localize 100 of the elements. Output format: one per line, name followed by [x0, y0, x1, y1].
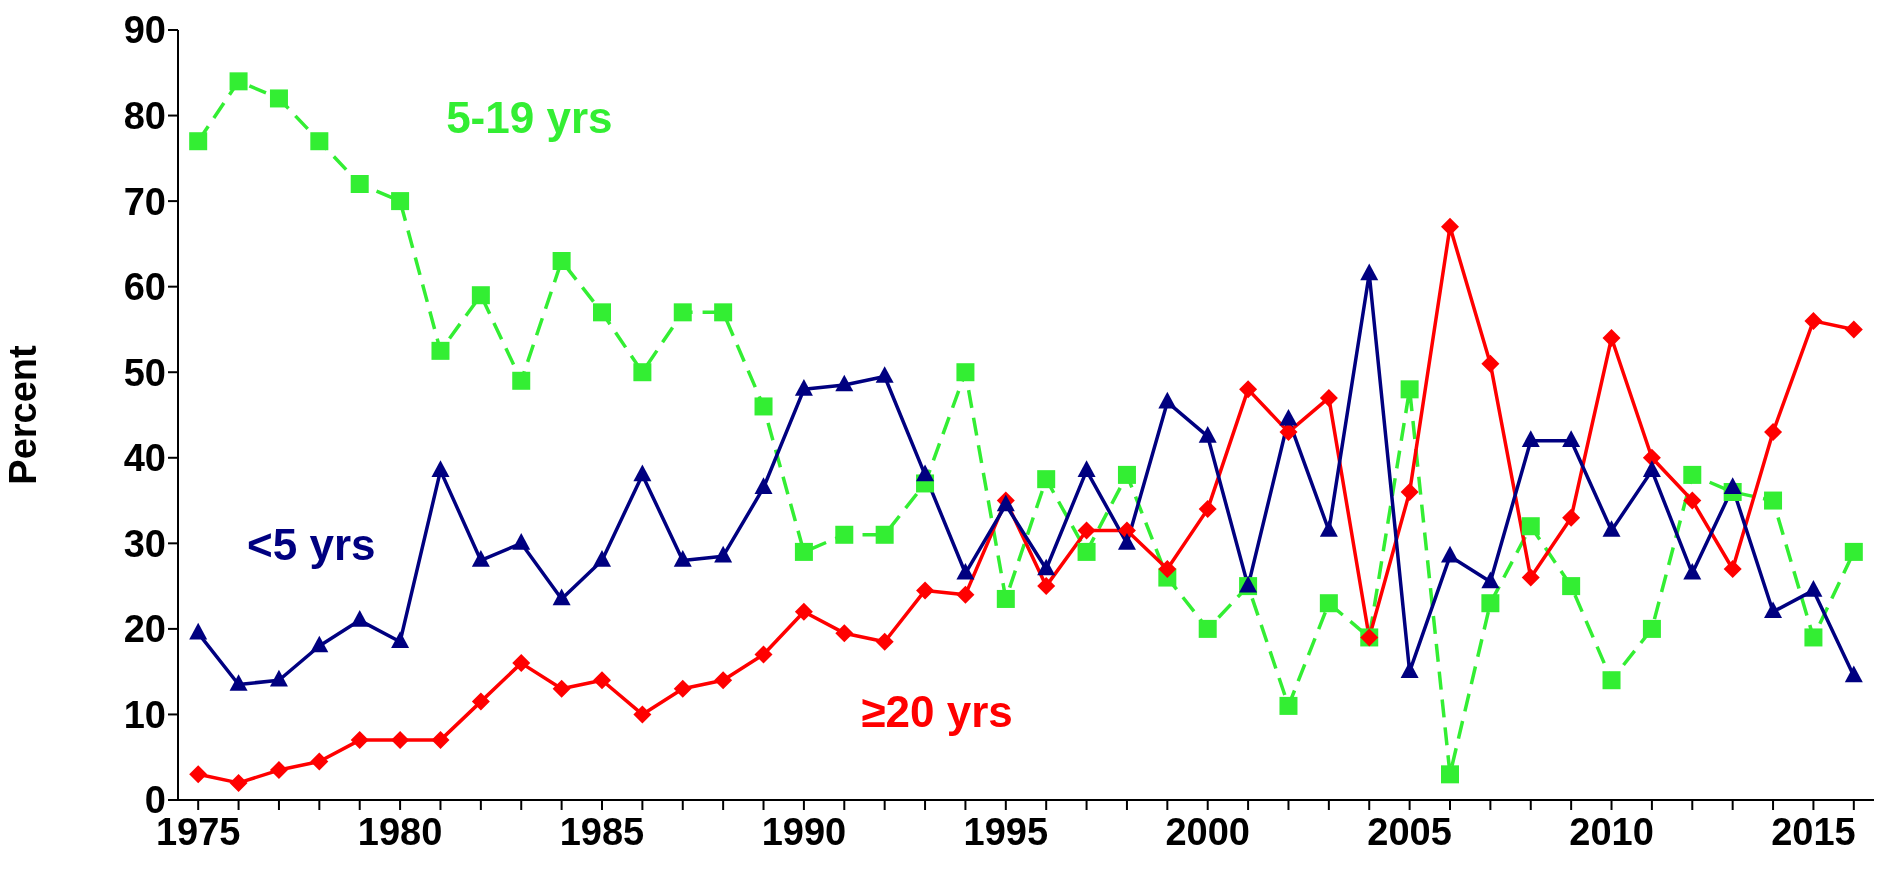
point [1037, 558, 1056, 576]
point [875, 632, 894, 651]
x-tick-label: 1980 [357, 810, 443, 853]
point [512, 654, 531, 673]
point [1683, 491, 1702, 510]
x-tick-label: 1990 [761, 810, 847, 853]
x-tick-label: 1995 [963, 810, 1049, 853]
point [269, 761, 288, 780]
point [229, 773, 248, 792]
point [189, 132, 208, 151]
point [754, 397, 773, 416]
point [1319, 388, 1338, 407]
point [1521, 430, 1540, 447]
y-tick-label: 80 [123, 95, 166, 138]
y-tick-label: 10 [123, 693, 166, 736]
point [1077, 460, 1096, 477]
point [1521, 568, 1540, 587]
point [1844, 665, 1863, 683]
point [471, 286, 490, 305]
point [189, 622, 208, 640]
point [956, 562, 975, 580]
point [1360, 263, 1379, 281]
point [471, 550, 490, 567]
y-tick-label: 20 [123, 608, 166, 651]
y-tick-label: 90 [123, 9, 166, 52]
point [1117, 532, 1136, 550]
point [1279, 408, 1298, 426]
point [673, 303, 692, 322]
point [1441, 765, 1459, 784]
point [1198, 426, 1217, 443]
point [350, 175, 369, 193]
point [633, 464, 652, 482]
point [391, 192, 410, 211]
point [1077, 542, 1096, 561]
point [1804, 628, 1823, 647]
point [1400, 380, 1419, 399]
point [1562, 508, 1581, 527]
point [956, 363, 975, 382]
point [471, 692, 490, 711]
point [1683, 465, 1702, 484]
point [754, 477, 773, 495]
point [552, 252, 571, 270]
point [552, 679, 571, 698]
series-label: ≥20 yrs [861, 687, 1013, 737]
series-label: <5 yrs [247, 520, 376, 570]
point [391, 631, 410, 649]
y-tick-label: 30 [123, 522, 166, 565]
x-tick-label: 2000 [1165, 810, 1250, 853]
point [1158, 560, 1177, 578]
point [1562, 430, 1581, 447]
point [1844, 320, 1863, 339]
point [310, 635, 329, 653]
point [512, 532, 531, 550]
point [391, 731, 410, 750]
point [1400, 483, 1419, 501]
point [1319, 594, 1338, 613]
point [431, 341, 450, 360]
point [593, 303, 611, 322]
point [956, 585, 975, 604]
point [593, 550, 611, 567]
point [835, 525, 854, 544]
point [714, 671, 733, 690]
point [1198, 619, 1217, 638]
point [714, 303, 733, 322]
point [673, 550, 692, 567]
point [1239, 380, 1258, 399]
point [1441, 217, 1459, 236]
point [714, 545, 733, 563]
point [1481, 571, 1500, 589]
point [835, 624, 854, 643]
point [1279, 423, 1298, 442]
point [350, 731, 369, 750]
point [1481, 594, 1500, 613]
y-tick-label: 40 [123, 437, 166, 480]
point [916, 581, 935, 600]
point [512, 371, 531, 390]
point [1764, 601, 1783, 619]
point [1037, 470, 1056, 489]
point [310, 752, 329, 771]
point [229, 674, 248, 691]
point [916, 464, 935, 482]
point [1723, 560, 1742, 578]
point [633, 705, 652, 724]
point [1844, 542, 1863, 561]
point [552, 588, 571, 606]
point [1602, 520, 1621, 537]
point [633, 363, 652, 382]
point [754, 645, 773, 664]
x-tick-label: 2010 [1569, 810, 1654, 853]
point [1723, 477, 1742, 495]
point [1521, 517, 1540, 536]
point [1764, 491, 1783, 510]
y-tick-label: 60 [123, 266, 166, 309]
point [875, 525, 894, 544]
point [794, 378, 813, 396]
point [1602, 329, 1621, 347]
series-label: 5-19 yrs [446, 92, 613, 142]
point [1642, 460, 1661, 477]
point [875, 366, 894, 383]
point [1804, 580, 1823, 597]
